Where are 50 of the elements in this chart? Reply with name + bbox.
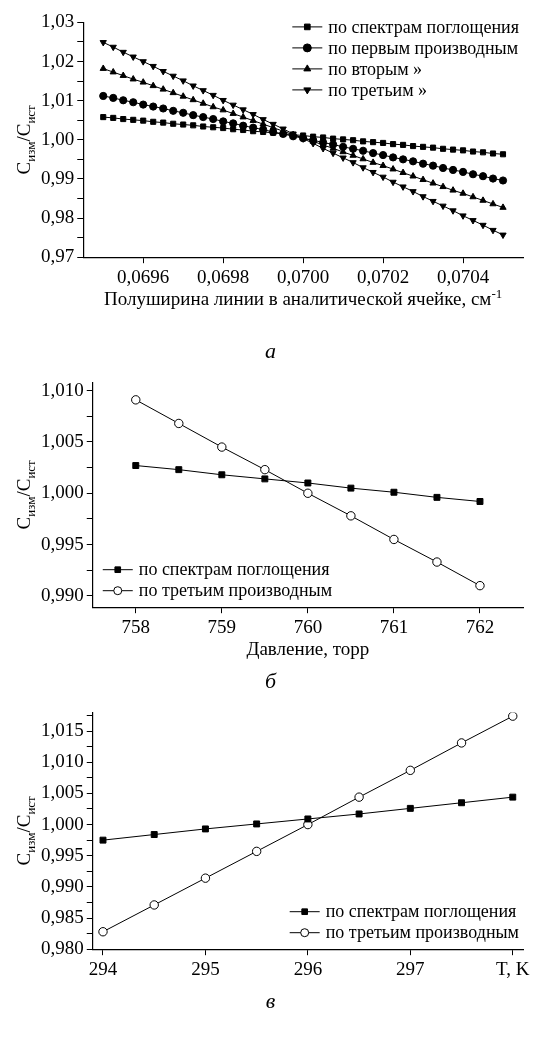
legend-label: по третьим производным bbox=[325, 922, 520, 943]
y-tick-label: 1,010 bbox=[41, 378, 84, 400]
x-tick-label: 0,0696 bbox=[117, 265, 170, 287]
y-tick-label: 1,005 bbox=[41, 781, 84, 803]
legend-label: по спектрам поглощения bbox=[138, 559, 330, 580]
x-tick-label: 0,0702 bbox=[356, 265, 410, 287]
y-tick-label: 1,015 bbox=[41, 719, 84, 741]
y-tick-label: 0,980 bbox=[41, 937, 84, 959]
y-tick-label: 1,000 bbox=[41, 812, 84, 834]
y-axis-title: Cизм/Cист bbox=[13, 459, 38, 530]
legend-label: по первым производным bbox=[328, 37, 519, 58]
legend-label: по вторым » bbox=[328, 58, 423, 79]
text: б bbox=[263, 668, 278, 695]
x-tick-label: 297 bbox=[396, 957, 425, 979]
x-tick-label: 758 bbox=[121, 615, 151, 637]
x-tick-label: 762 bbox=[465, 615, 495, 637]
x-tick-label: 759 bbox=[207, 615, 237, 637]
y-tick-label: 1,03 bbox=[41, 10, 75, 32]
y-tick-label: 1,02 bbox=[41, 49, 75, 71]
legend-label: по третьим » bbox=[328, 79, 428, 100]
x-axis-title: Давление, торр bbox=[246, 638, 370, 660]
y-tick-label: 1,01 bbox=[41, 88, 75, 110]
text: в bbox=[264, 988, 277, 1015]
y-tick-label: 0,99 bbox=[41, 166, 75, 188]
y-tick-label: 0,97 bbox=[41, 245, 75, 267]
x-tick-label: T, K bbox=[496, 957, 530, 979]
y-tick-label: 0,995 bbox=[41, 532, 84, 554]
y-tick-label: 0,985 bbox=[41, 906, 84, 928]
y-tick-label: 1,00 bbox=[41, 127, 75, 149]
y-tick-label: 0,98 bbox=[41, 206, 75, 228]
y-tick-label: 1,005 bbox=[41, 429, 84, 451]
y-tick-label: 1,010 bbox=[41, 750, 84, 772]
x-tick-label: 296 bbox=[293, 957, 323, 979]
y-tick-label: 0,990 bbox=[41, 583, 84, 605]
y-axis-title: Cизм/Cист bbox=[13, 795, 38, 866]
y-tick-label: 0,995 bbox=[41, 843, 84, 865]
legend-label: по спектрам поглощения bbox=[325, 901, 517, 922]
x-tick-label: 0,0700 bbox=[277, 265, 330, 287]
x-tick-label: 761 bbox=[379, 615, 409, 637]
x-tick-label: 295 bbox=[191, 957, 220, 979]
y-tick-label: 0,990 bbox=[41, 874, 84, 896]
y-axis-title: Cизм/Cист bbox=[13, 104, 38, 175]
x-tick-label: 760 bbox=[293, 615, 323, 637]
y-tick-label: 1,000 bbox=[41, 481, 84, 503]
legend-label: по спектрам поглощения bbox=[328, 16, 520, 37]
text: а bbox=[264, 338, 277, 365]
x-tick-label: 0,0698 bbox=[197, 265, 250, 287]
x-tick-label: 0,0704 bbox=[436, 265, 490, 287]
x-tick-label: 294 bbox=[88, 957, 118, 979]
legend-label: по третьим производным bbox=[138, 580, 333, 601]
